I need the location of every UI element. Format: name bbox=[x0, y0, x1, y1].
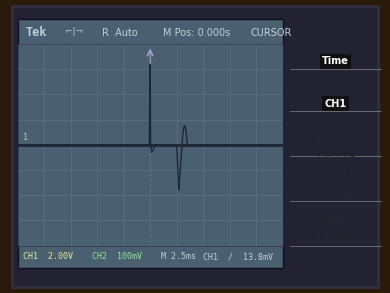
Text: CH1: CH1 bbox=[324, 99, 346, 109]
Text: Type: Type bbox=[325, 40, 346, 48]
Text: 1: 1 bbox=[22, 133, 27, 142]
Text: M Pos: 0.000s: M Pos: 0.000s bbox=[163, 28, 230, 38]
Text: Time: Time bbox=[322, 56, 349, 67]
Text: Tek: Tek bbox=[25, 26, 47, 39]
Text: CURSOR: CURSOR bbox=[251, 28, 292, 38]
Text: ⌐|¬: ⌐|¬ bbox=[65, 27, 83, 36]
Text: M 2.5ms: M 2.5ms bbox=[161, 252, 196, 261]
Text: 238.1 Hz: 238.1 Hz bbox=[316, 154, 355, 163]
Text: R  Auto: R Auto bbox=[103, 28, 138, 38]
Bar bbox=[18, 19, 283, 268]
Text: CH2  100mV: CH2 100mV bbox=[92, 252, 142, 261]
Text: CH1  /  13.8mV: CH1 / 13.8mV bbox=[203, 252, 273, 261]
Text: 4.200ms: 4.200ms bbox=[316, 139, 355, 148]
Text: 4.100ms: 4.100ms bbox=[316, 231, 355, 240]
Text: Delta: Delta bbox=[323, 124, 347, 133]
Text: Cursor 2: Cursor 2 bbox=[316, 214, 355, 223]
Text: CH1  2.00V: CH1 2.00V bbox=[23, 252, 73, 261]
Text: -100.0μs: -100.0μs bbox=[316, 189, 355, 198]
Text: Source: Source bbox=[320, 82, 351, 91]
Text: Cursor 1: Cursor 1 bbox=[316, 171, 355, 180]
